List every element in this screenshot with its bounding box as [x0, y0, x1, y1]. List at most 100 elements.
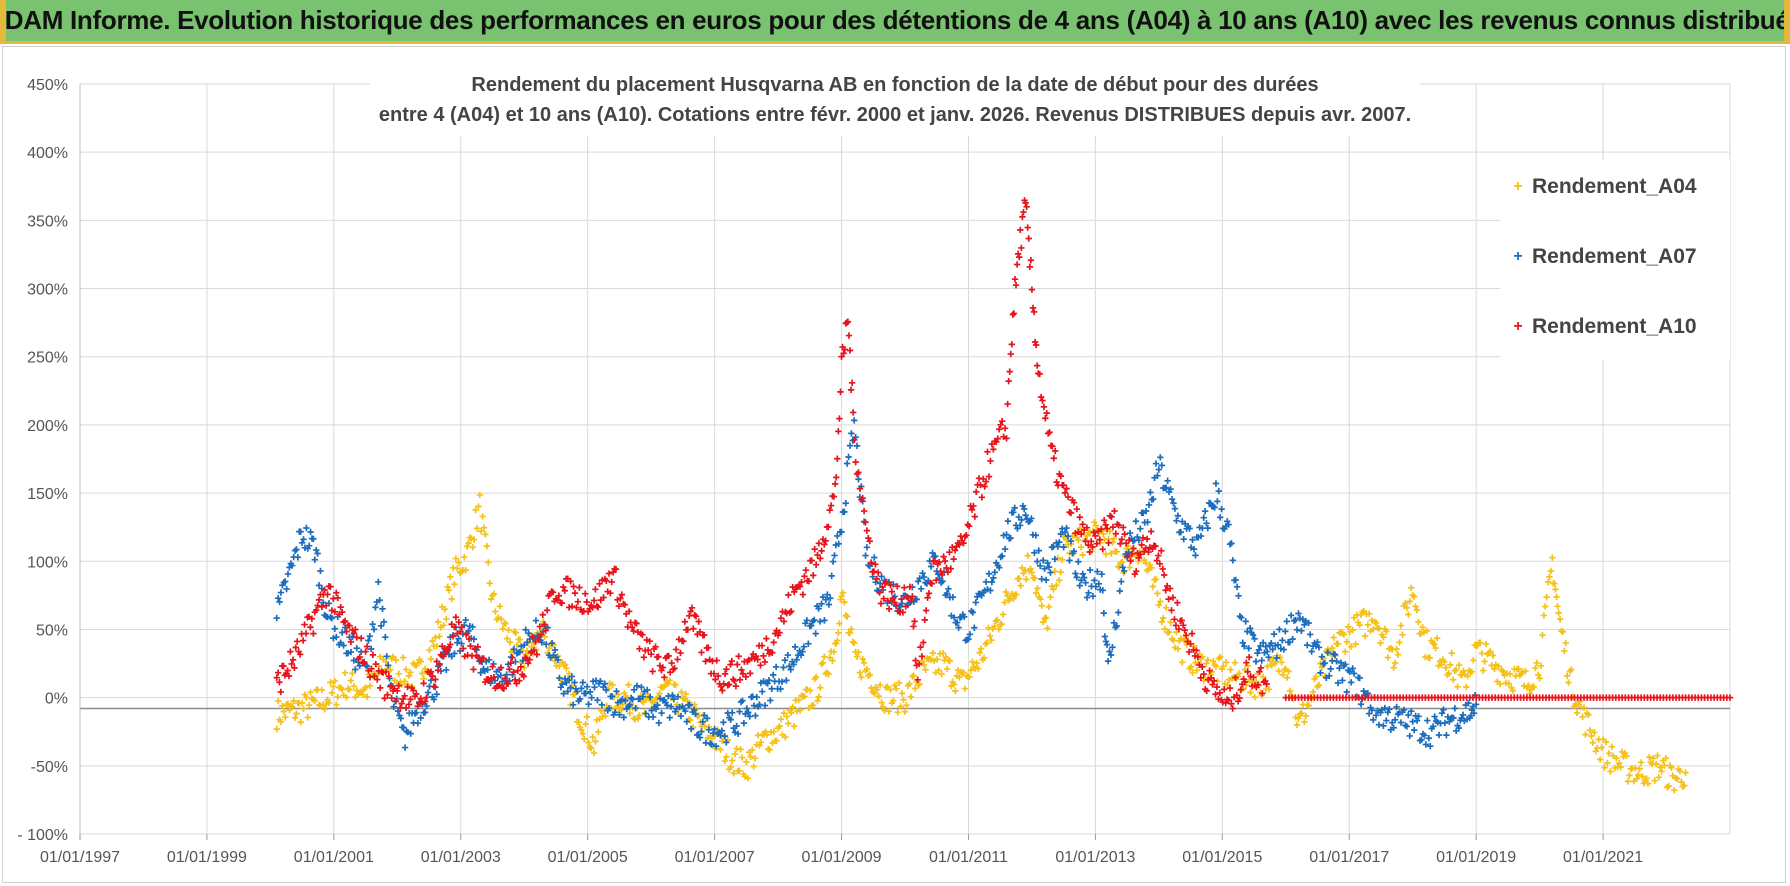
data-point-rendement-a07 — [961, 613, 968, 621]
data-point-rendement-a10 — [721, 670, 729, 678]
data-point-rendement-a10 — [1250, 674, 1257, 681]
data-point-rendement-a07 — [824, 591, 831, 598]
data-point-rendement-a10 — [1228, 700, 1235, 707]
data-point-rendement-a04 — [1491, 665, 1498, 673]
data-point-rendement-a04 — [1580, 704, 1588, 711]
data-point-rendement-a10 — [876, 589, 883, 596]
data-point-rendement-a04 — [1347, 643, 1355, 650]
data-point-rendement-a07 — [569, 701, 577, 708]
data-point-rendement-a07 — [1039, 557, 1047, 564]
data-point-rendement-a07 — [708, 741, 715, 748]
data-point-rendement-a04 — [756, 742, 763, 749]
data-point-rendement-a10 — [1046, 429, 1053, 436]
data-point-rendement-a04 — [853, 653, 861, 660]
data-point-rendement-a04 — [1318, 664, 1326, 671]
data-point-rendement-a07 — [352, 666, 359, 673]
data-point-rendement-a07 — [560, 690, 567, 697]
data-point-rendement-a07 — [1010, 509, 1017, 516]
data-point-rendement-a07 — [1337, 659, 1345, 666]
data-point-rendement-a04 — [1555, 609, 1562, 617]
data-point-rendement-a04 — [445, 587, 453, 594]
data-point-rendement-a10 — [1030, 308, 1038, 316]
data-point-rendement-a04 — [1243, 681, 1250, 689]
data-point-rendement-a07 — [790, 661, 797, 668]
data-point-rendement-a07 — [1083, 594, 1091, 601]
data-point-rendement-a10 — [617, 595, 624, 602]
data-point-rendement-a10 — [381, 695, 388, 702]
data-point-rendement-a04 — [717, 746, 724, 753]
data-point-rendement-a10 — [672, 646, 680, 653]
data-point-rendement-a04 — [1161, 625, 1168, 633]
data-point-rendement-a10 — [284, 667, 291, 674]
data-point-rendement-a10 — [696, 628, 704, 636]
data-point-rendement-a10 — [801, 573, 808, 580]
data-point-rendement-a07 — [370, 626, 378, 633]
data-point-rendement-a04 — [1031, 575, 1038, 582]
data-point-rendement-a10 — [633, 620, 640, 627]
data-point-rendement-a04 — [1126, 564, 1133, 571]
data-point-rendement-a10 — [401, 692, 408, 700]
data-point-rendement-a10 — [1243, 659, 1250, 666]
data-point-rendement-a10 — [1206, 667, 1213, 674]
data-point-rendement-a04 — [1588, 732, 1595, 740]
data-point-rendement-a04 — [1441, 658, 1448, 666]
data-point-rendement-a04 — [830, 648, 838, 656]
data-point-rendement-a10 — [723, 666, 730, 673]
data-point-rendement-a10 — [276, 679, 283, 686]
data-point-rendement-a10 — [630, 627, 637, 635]
data-point-rendement-a10 — [785, 591, 792, 599]
data-point-rendement-a07 — [943, 590, 951, 597]
data-point-rendement-a07 — [1346, 668, 1353, 675]
data-point-rendement-a07 — [734, 730, 742, 737]
data-point-rendement-a04 — [328, 689, 336, 696]
data-point-rendement-a10 — [1082, 538, 1089, 545]
data-point-rendement-a07 — [369, 621, 376, 628]
data-point-rendement-a07 — [1450, 714, 1457, 722]
data-point-rendement-a04 — [1212, 663, 1220, 670]
data-point-rendement-a10 — [1103, 525, 1111, 532]
data-point-rendement-a10 — [480, 655, 487, 662]
data-point-rendement-a07 — [644, 686, 651, 694]
data-point-rendement-a07 — [951, 614, 958, 621]
data-point-rendement-a07 — [1425, 735, 1432, 742]
chart-grid — [79, 83, 1731, 835]
data-point-rendement-a04 — [1505, 680, 1512, 687]
data-point-rendement-a10 — [776, 629, 783, 636]
data-point-rendement-a04 — [776, 723, 783, 730]
data-point-rendement-a10 — [1083, 524, 1091, 531]
data-point-rendement-a10 — [770, 639, 777, 646]
data-point-rendement-a07 — [1233, 583, 1241, 591]
data-point-rendement-a04 — [1676, 767, 1684, 775]
data-point-rendement-a04 — [967, 667, 975, 674]
data-point-rendement-a04 — [590, 749, 598, 757]
data-point-rendement-a07 — [842, 500, 849, 507]
data-point-rendement-a04 — [898, 690, 906, 697]
data-point-rendement-a07 — [305, 542, 313, 549]
data-point-rendement-a04 — [305, 701, 313, 709]
data-point-rendement-a07 — [1104, 657, 1112, 665]
data-point-rendement-a10 — [287, 648, 294, 655]
data-point-rendement-a10 — [1138, 541, 1145, 549]
data-point-rendement-a04 — [1377, 639, 1384, 647]
data-point-rendement-a04 — [871, 690, 878, 697]
data-point-rendement-a04 — [417, 658, 424, 665]
data-point-rendement-a10 — [917, 643, 924, 651]
data-point-rendement-a10 — [490, 674, 498, 681]
data-point-rendement-a04 — [1481, 658, 1488, 665]
data-point-rendement-a10 — [347, 638, 355, 646]
data-point-rendement-a04 — [1568, 666, 1575, 673]
data-point-rendement-a07 — [1421, 732, 1428, 739]
data-point-rendement-a07 — [736, 708, 743, 715]
data-point-rendement-a07 — [497, 672, 504, 679]
data-point-rendement-a10 — [757, 662, 764, 669]
data-point-rendement-a07 — [639, 693, 647, 700]
data-point-rendement-a10 — [387, 683, 394, 690]
data-point-rendement-a07 — [1265, 653, 1272, 661]
data-point-rendement-a04 — [1079, 551, 1086, 559]
data-point-rendement-a10 — [925, 590, 933, 597]
data-point-rendement-a04 — [1408, 584, 1415, 591]
data-point-rendement-a07 — [465, 627, 472, 635]
data-point-rendement-a07 — [1446, 718, 1453, 725]
data-point-rendement-a07 — [1306, 631, 1314, 638]
